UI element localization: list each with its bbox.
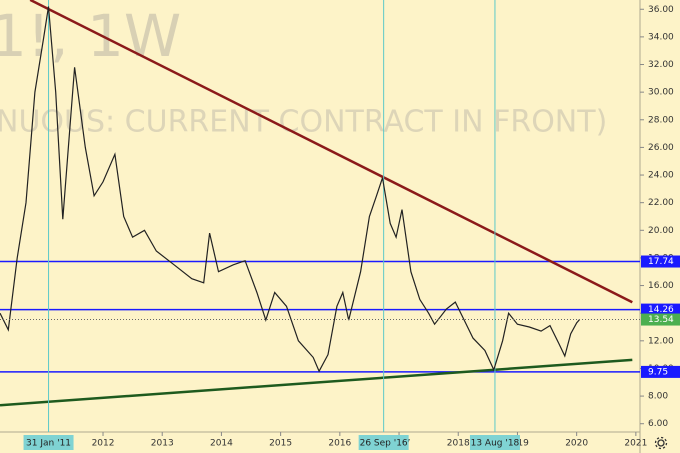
level-label-box [641,365,680,378]
level-label: 14.26 [648,305,674,315]
level-label: 9.75 [648,367,668,377]
x-tick-label: 2014 [210,439,233,449]
marker-label-box [23,435,74,450]
watermark: 1!, 1W [0,2,181,70]
x-tick-label: 2015 [269,439,292,449]
y-tick-label: 32.00 [648,60,674,70]
y-tick-label: 16.00 [648,281,674,291]
axes: 6.008.0010.0012.0014.0016.0018.0020.0022… [23,5,680,450]
y-tick-label: 24.00 [648,171,674,181]
y-tick-label: 12.00 [648,336,674,346]
marker-label-box [358,435,409,450]
level-label-box [641,255,680,268]
y-tick-label: 34.00 [648,32,674,42]
x-tick-label: 2016 [328,439,351,449]
y-tick-label: 22.00 [648,198,674,208]
x-tick-label: 2018 [447,439,470,449]
level-label: 17.74 [648,257,674,267]
level-label-box [641,303,680,316]
y-tick-label: 8.00 [648,392,668,402]
y-tick-label: 20.00 [648,226,674,236]
settings-icon[interactable] [654,436,668,450]
last-price-label: 13.54 [648,315,674,325]
marker-label: 13 Aug '18 [471,439,520,449]
y-tick-label: 36.00 [648,5,674,15]
last-price-box [641,313,680,326]
marker-label: 31 Jan '11 [26,439,71,449]
y-tick-label: 6.00 [648,419,668,429]
marker-label: 26 Sep '16 [360,439,408,449]
x-tick-label: 2012 [92,439,115,449]
trend-line [29,0,633,304]
x-tick-label: 2021 [624,439,647,449]
x-tick-label: 2013 [151,439,174,449]
plot [0,0,640,432]
trend-line [0,358,633,407]
x-tick-label: 2020 [565,439,588,449]
y-tick-label: 26.00 [648,143,674,153]
watermark-subtitle: NUOUS: CURRENT CONTRACT IN FRONT) [0,105,607,140]
price-line [0,6,581,373]
y-tick-label: 28.00 [648,115,674,125]
marker-label-box [469,435,520,450]
y-tick-label: 30.00 [648,88,674,98]
